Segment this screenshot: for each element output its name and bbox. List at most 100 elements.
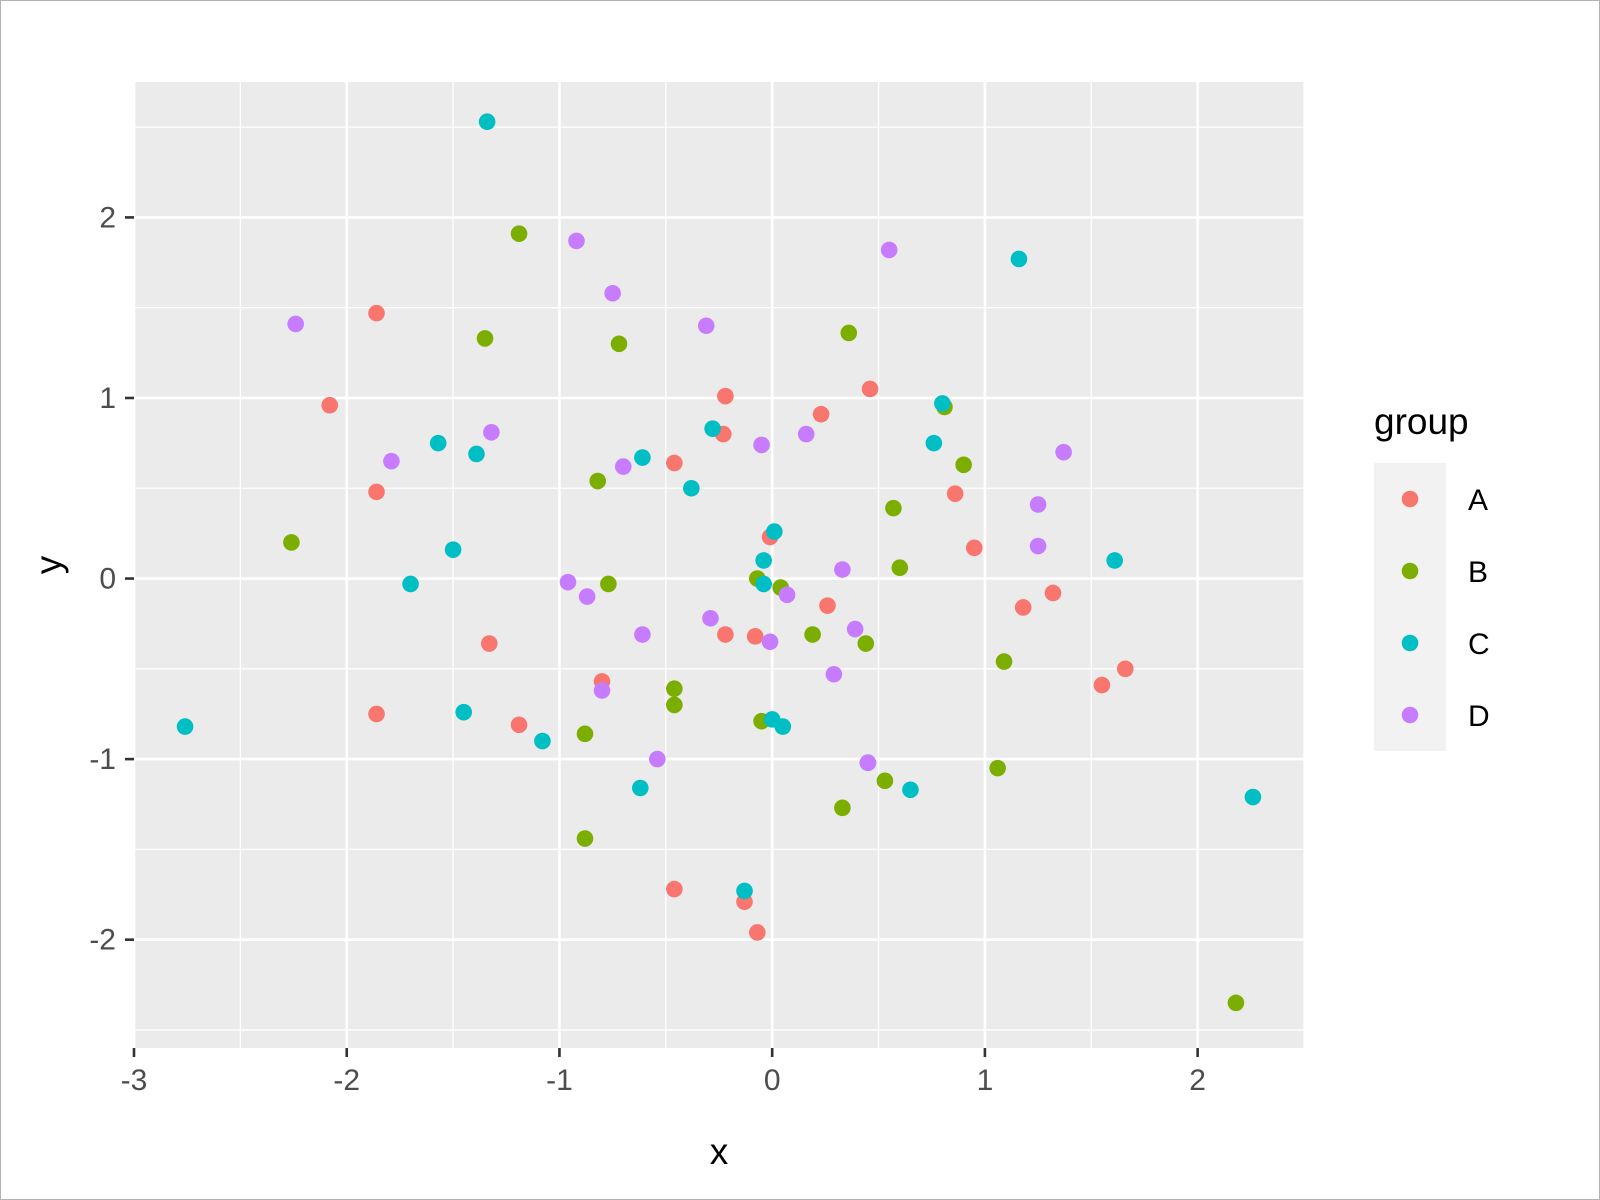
point-D	[697, 317, 715, 335]
point-B	[576, 725, 594, 743]
minor-gridlines	[134, 82, 1305, 1048]
point-A	[717, 626, 734, 643]
legend-keys-background	[1374, 463, 1446, 751]
point-B	[834, 799, 851, 817]
legend: group A B C D	[1374, 401, 1490, 751]
legend-key-D	[1401, 706, 1419, 724]
point-B	[989, 759, 1006, 777]
x-tick-label: 2	[1189, 1064, 1206, 1097]
point-D	[1055, 443, 1072, 461]
y-tick-label: 1	[99, 382, 116, 415]
point-A	[1044, 584, 1062, 602]
point-B	[955, 456, 972, 474]
point-D	[649, 750, 666, 768]
point-D	[483, 423, 500, 441]
legend-items: A B C D	[1401, 484, 1490, 733]
legend-item-B: B	[1401, 556, 1488, 589]
point-C	[925, 434, 943, 452]
point-C	[755, 575, 772, 593]
x-tick-label: -2	[333, 1064, 360, 1097]
point-C	[736, 882, 753, 900]
point-A	[717, 387, 734, 405]
point-B	[476, 330, 494, 347]
point-C	[683, 479, 700, 497]
point-B	[666, 696, 683, 714]
point-C	[934, 395, 951, 412]
y-tick-label: -1	[89, 743, 116, 776]
point-D	[559, 573, 577, 591]
point-D	[1029, 496, 1047, 513]
point-C	[1010, 250, 1028, 268]
point-D	[753, 436, 770, 454]
point-D	[578, 588, 596, 605]
legend-label-C: C	[1468, 628, 1490, 661]
point-B	[576, 830, 594, 847]
point-D	[825, 665, 843, 683]
y-axis: -2 -1 0 1 2	[89, 201, 134, 957]
point-C	[534, 732, 551, 750]
point-D	[1029, 537, 1047, 555]
point-C	[1106, 552, 1123, 569]
y-tick-label: -2	[89, 924, 116, 957]
point-B	[857, 635, 875, 652]
point-A	[1014, 599, 1032, 616]
point-D	[634, 626, 651, 643]
x-tick-label: 0	[764, 1064, 781, 1097]
x-tick-label: 1	[977, 1064, 994, 1097]
point-B	[510, 225, 528, 242]
point-B	[610, 335, 628, 353]
point-A	[746, 628, 764, 645]
x-tick-label: -1	[546, 1064, 573, 1097]
point-A	[480, 635, 498, 652]
legend-label-D: D	[1468, 700, 1490, 733]
point-D	[761, 633, 779, 651]
y-tick-label: 2	[99, 201, 116, 234]
point-C	[1244, 788, 1262, 806]
point-C	[444, 541, 462, 558]
point-D	[702, 609, 719, 627]
point-C	[429, 434, 447, 452]
legend-key-C	[1401, 634, 1419, 652]
y-axis-title: y	[28, 555, 69, 574]
series-D	[287, 232, 1072, 772]
point-A	[861, 380, 879, 398]
point-B	[600, 575, 617, 593]
point-B	[995, 653, 1013, 670]
major-gridlines	[132, 82, 1304, 1048]
legend-label-A: A	[1468, 484, 1488, 517]
point-D	[880, 241, 898, 259]
point-D	[604, 284, 621, 302]
legend-item-D: D	[1401, 700, 1490, 733]
point-C	[478, 113, 496, 131]
legend-key-A	[1401, 490, 1419, 508]
legend-title: group	[1374, 401, 1469, 442]
point-C	[634, 449, 651, 466]
point-A	[321, 396, 339, 414]
point-A	[510, 716, 528, 734]
point-D	[834, 561, 851, 578]
point-D	[846, 620, 864, 638]
point-A	[965, 539, 983, 557]
legend-key-B	[1401, 562, 1419, 580]
point-A	[368, 705, 385, 723]
point-C	[766, 523, 783, 540]
point-D	[593, 682, 611, 699]
point-D	[797, 425, 815, 443]
point-A	[1117, 660, 1134, 678]
point-D	[778, 586, 796, 604]
point-C	[755, 552, 772, 569]
point-A	[819, 597, 836, 614]
point-C	[455, 703, 473, 721]
point-B	[1227, 994, 1245, 1012]
plot-panel	[134, 82, 1304, 1048]
point-D	[614, 458, 632, 475]
point-D	[859, 754, 877, 772]
point-B	[840, 324, 858, 342]
point-A	[812, 405, 830, 423]
point-C	[176, 718, 194, 735]
point-C	[631, 779, 649, 797]
point-A	[748, 924, 766, 941]
point-B	[885, 499, 902, 517]
point-A	[368, 483, 385, 501]
